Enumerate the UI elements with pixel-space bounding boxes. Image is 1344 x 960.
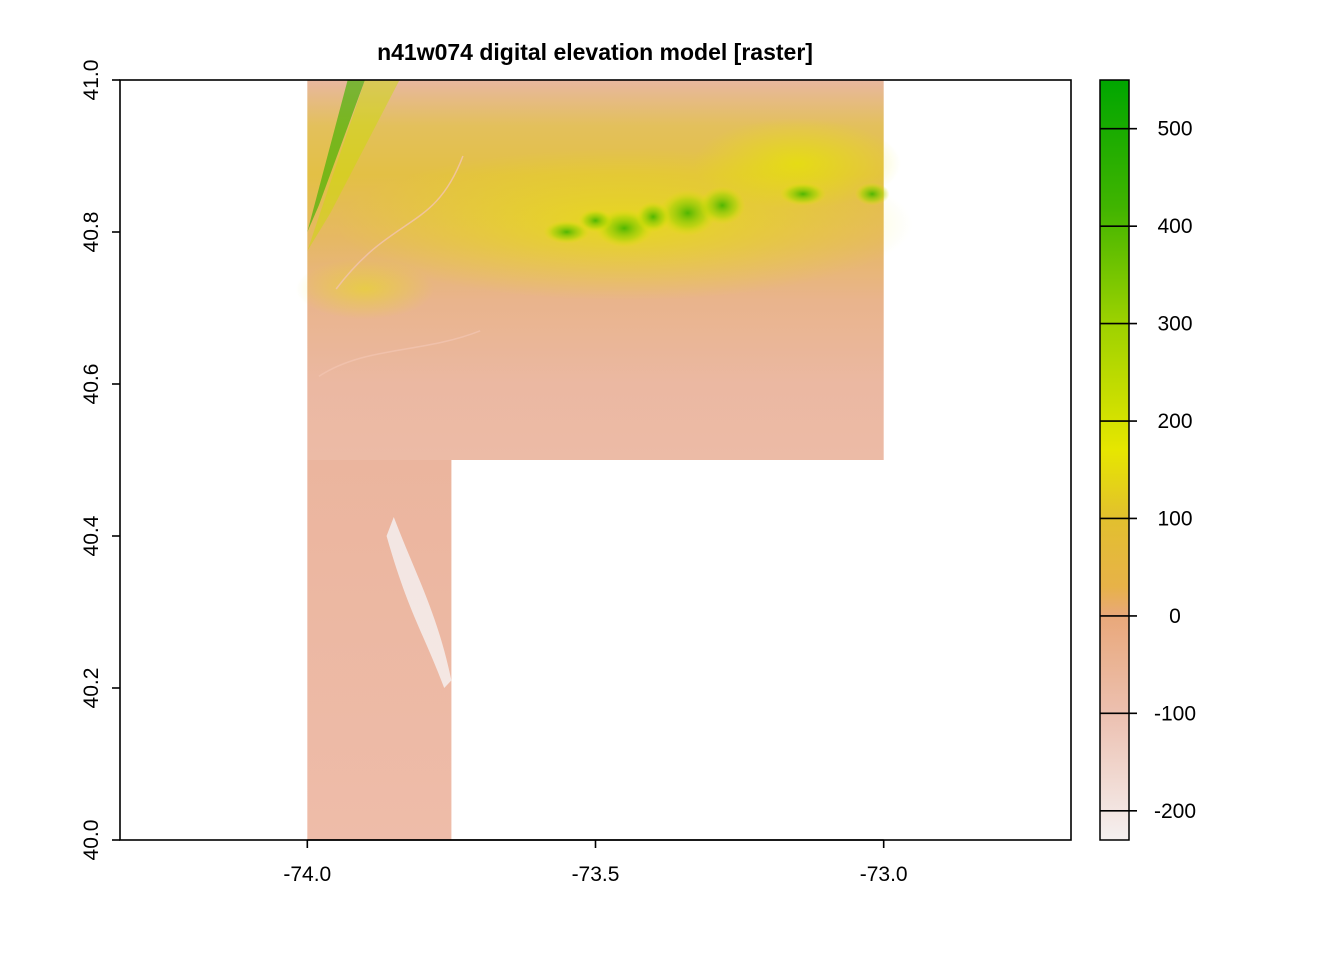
highlands-ridge — [295, 80, 913, 320]
palisades-cliff — [307, 80, 365, 232]
hill — [779, 182, 827, 206]
colorbar-tick-label: 300 — [1157, 313, 1192, 336]
colorbar-ramp — [1099, 79, 1130, 841]
y-tick-label: 40.8 — [80, 212, 103, 253]
colorbar-tick-label: 400 — [1157, 215, 1192, 238]
colorbar-tick-label: 500 — [1157, 118, 1192, 141]
colorbar-tick-label: -100 — [1154, 702, 1196, 725]
river-line — [335, 155, 464, 290]
colorbar-tick-label: -200 — [1154, 800, 1196, 823]
hill — [635, 201, 671, 232]
hill — [543, 220, 590, 244]
palisades-slope — [307, 80, 400, 251]
colorbar-tick-label: 100 — [1157, 507, 1192, 530]
y-tick-label: 40.6 — [80, 364, 103, 405]
y-tick-label: 40.4 — [80, 515, 103, 556]
y-tick-label: 40.0 — [80, 820, 103, 861]
elevation-colorbar: -200 -100 0 100 200 300 400 500 — [1099, 79, 1196, 841]
ridge-glow — [693, 118, 901, 210]
x-tick-label: -73.5 — [572, 863, 620, 886]
y-tick-label: 40.2 — [80, 668, 103, 709]
rivers — [318, 155, 481, 378]
hill — [578, 209, 613, 233]
river-line — [318, 330, 481, 378]
submarine-canyon — [386, 517, 452, 688]
y-axis: 40.0 40.2 40.4 40.6 40.8 41.0 — [80, 60, 120, 861]
hill — [854, 182, 890, 206]
x-tick-label: -73.0 — [860, 863, 908, 886]
chart-title: n41w074 digital elevation model [raster] — [377, 39, 813, 65]
ridge-glow — [295, 258, 435, 320]
hill — [699, 186, 746, 225]
colorbar-tick-label: 0 — [1169, 605, 1181, 628]
y-tick-label: 41.0 — [80, 60, 103, 101]
colorbar-tick-label: 200 — [1157, 410, 1192, 433]
raster-lower-block — [307, 460, 452, 840]
x-tick-label: -74.0 — [283, 863, 331, 886]
x-axis: -74.0 -73.5 -73.0 — [283, 839, 908, 886]
elevation-raster — [295, 80, 913, 840]
